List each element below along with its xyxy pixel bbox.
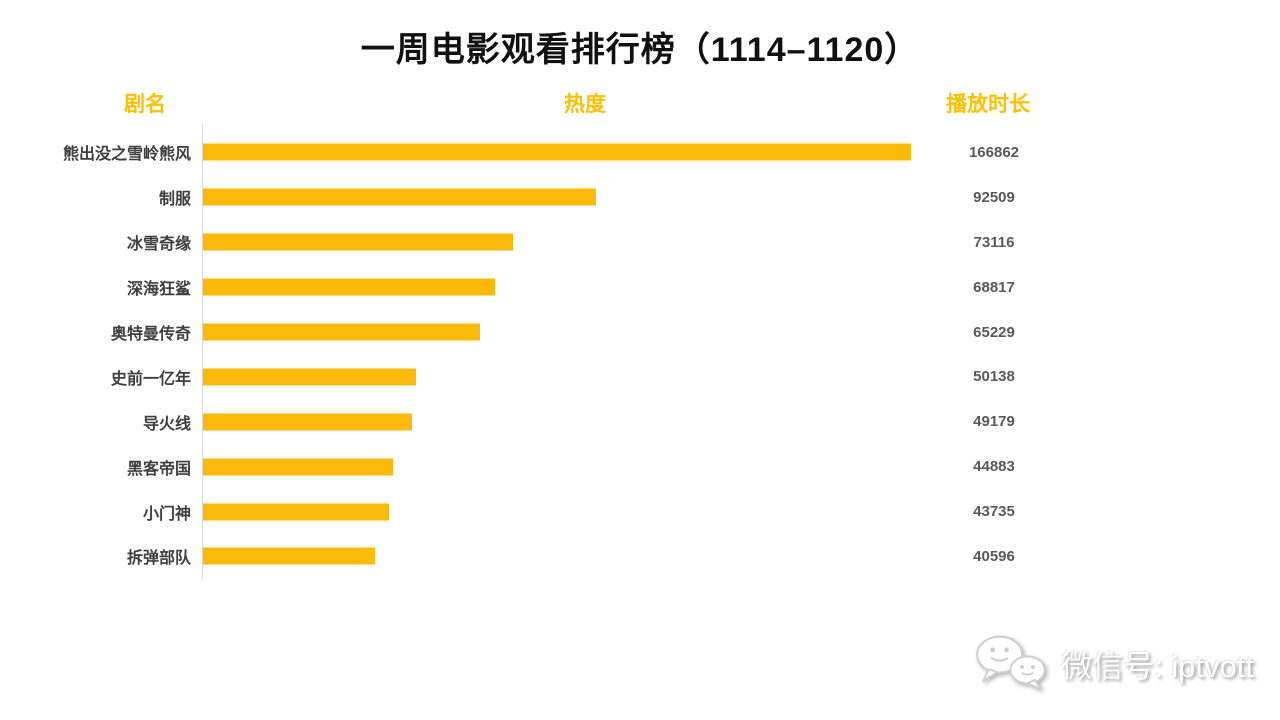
chart-row: 制服 92509: [0, 175, 1280, 220]
duration-value: 92509: [973, 188, 1015, 206]
chart-row: 奥特曼传奇 65229: [0, 310, 1280, 355]
bar-chart: 熊出没之雪岭熊风 166862 制服 92509 冰雪奇缘 73116 深海狂鲨…: [0, 124, 1280, 579]
movie-title-label: 奥特曼传奇: [110, 326, 191, 343]
movie-title-label: 小门神: [142, 505, 191, 523]
movie-title-label: 冰雪奇缘: [126, 236, 191, 254]
movie-title-label: 熊出没之雪岭熊风: [62, 146, 191, 164]
chart-row: 冰雪奇缘 73116: [0, 220, 1280, 265]
bar-track: [197, 175, 935, 220]
axis-line: [202, 124, 203, 579]
chart-row: 导火线 49179: [0, 399, 1280, 444]
bar-track: [197, 265, 935, 310]
heat-bar: [203, 458, 393, 476]
heat-bar: [203, 143, 911, 161]
column-header-heat: 热度: [564, 93, 606, 116]
column-header-name: 剧名: [124, 93, 166, 116]
heat-bar: [203, 547, 375, 565]
movie-title-label: 制服: [158, 191, 191, 209]
bar-track: [197, 489, 935, 534]
heat-bar: [203, 413, 412, 431]
bar-track: [197, 354, 935, 399]
chart-row: 深海狂鲨 68817: [0, 265, 1280, 310]
heat-bar: [203, 368, 416, 386]
bar-track: [197, 220, 935, 265]
heat-bar: [203, 233, 513, 251]
chart-row: 熊出没之雪岭熊风 166862: [0, 130, 1280, 175]
duration-value: 40596: [973, 547, 1015, 565]
chart-rows: 熊出没之雪岭熊风 166862 制服 92509 冰雪奇缘 73116 深海狂鲨…: [0, 130, 1280, 579]
heat-bar: [203, 278, 495, 296]
movie-title-label: 拆弹部队: [126, 550, 191, 568]
heat-bar: [203, 188, 596, 206]
movie-title-label: 黑客帝国: [126, 460, 191, 478]
chart-row: 黑客帝国 44883: [0, 444, 1280, 489]
chart-row: 拆弹部队 40596: [0, 534, 1280, 579]
movie-title-label: 导火线: [142, 415, 191, 433]
bar-track: [197, 310, 935, 355]
movie-title-label: 史前一亿年: [110, 370, 191, 388]
duration-value: 49179: [973, 413, 1015, 431]
bar-track: [197, 130, 935, 175]
duration-value: 65229: [973, 323, 1015, 341]
page-title: 一周电影观看排行榜（1114–1120）: [360, 31, 920, 69]
chart-row: 史前一亿年 50138: [0, 354, 1280, 399]
bar-track: [197, 534, 935, 579]
bar-track: [197, 444, 935, 489]
heat-bar: [203, 503, 389, 521]
column-header-duration: 播放时长: [946, 93, 1030, 116]
heat-bar: [203, 323, 480, 341]
bar-track: [197, 399, 935, 444]
duration-value: 50138: [973, 368, 1015, 386]
duration-value: 166862: [968, 143, 1020, 161]
duration-value: 43735: [973, 503, 1015, 521]
watermark: 微信号: iptvott: [973, 632, 1254, 694]
chart-row: 小门神 43735: [0, 489, 1280, 534]
wechat-icon: [976, 635, 1046, 691]
duration-value: 73116: [973, 233, 1015, 251]
movie-title-label: 深海狂鲨: [126, 281, 191, 299]
duration-value: 44883: [973, 458, 1015, 476]
watermark-label: 微信号: iptvott: [1061, 648, 1254, 684]
duration-value: 68817: [973, 278, 1015, 296]
